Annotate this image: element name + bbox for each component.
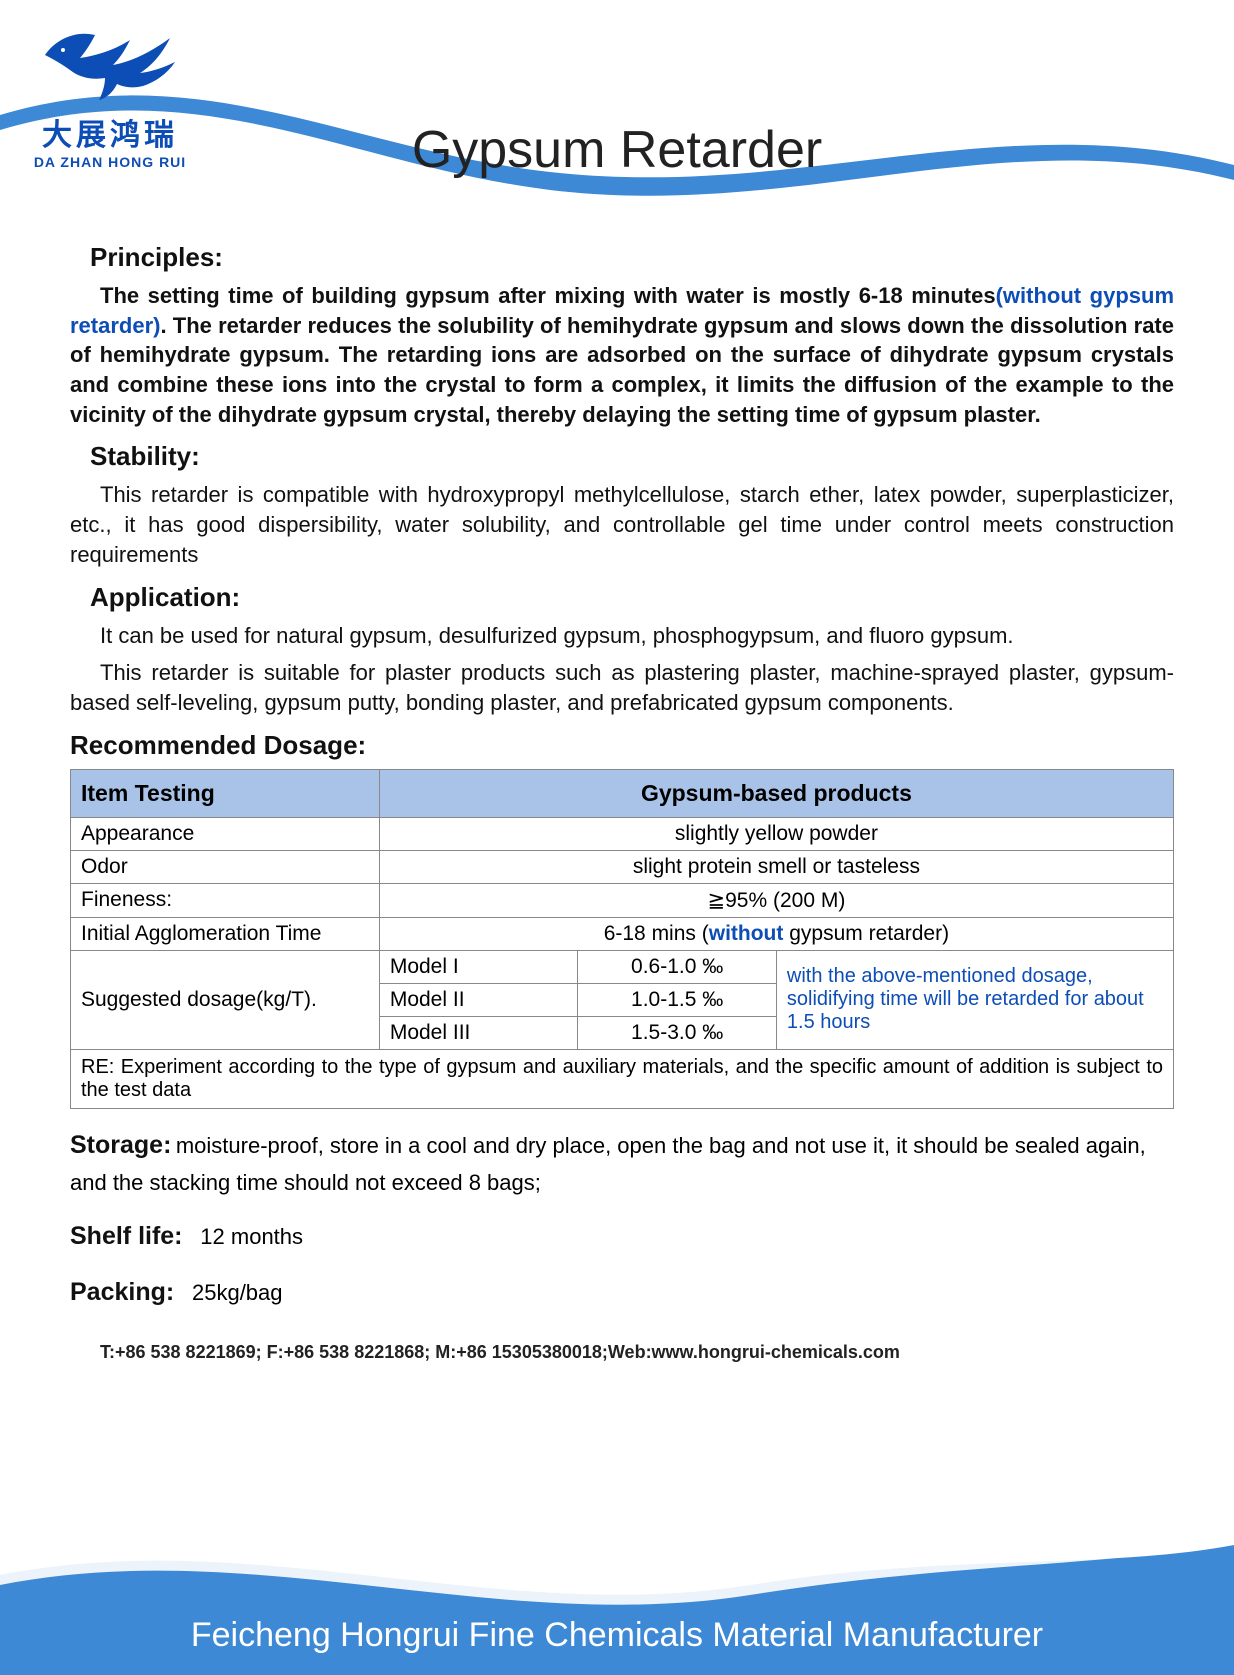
logo-chinese-text: 大展鸿瑞 bbox=[10, 110, 210, 154]
suggested-label: Suggested dosage(kg/T). bbox=[71, 950, 380, 1049]
model-1-name: Model I bbox=[379, 950, 578, 983]
agglo-val-b: without bbox=[709, 922, 784, 945]
table-footnote: RE: Experiment according to the type of … bbox=[71, 1049, 1174, 1108]
agglo-value: 6-18 mins (without gypsum retarder) bbox=[379, 917, 1173, 950]
dosage-heading: Recommended Dosage: bbox=[70, 730, 1174, 761]
appearance-value: slightly yellow powder bbox=[379, 817, 1173, 850]
packing-row: Packing: 25kg/bag bbox=[70, 1272, 1174, 1312]
application-paragraph-2: This retarder is suitable for plaster pr… bbox=[70, 658, 1174, 717]
fineness-label: Fineness: bbox=[71, 883, 380, 917]
table-row: Appearance slightly yellow powder bbox=[71, 817, 1174, 850]
table-header-row: Item Testing Gypsum-based products bbox=[71, 769, 1174, 817]
model-3-value: 1.5-3.0 ‰ bbox=[578, 1016, 777, 1049]
principles-text-2: . The retarder reduces the solubility of… bbox=[70, 313, 1174, 427]
table-row: Suggested dosage(kg/T). Model I 0.6-1.0 … bbox=[71, 950, 1174, 983]
contact-info: T:+86 538 8221869; F:+86 538 8221868; M:… bbox=[70, 1342, 1174, 1363]
shelf-life-label: Shelf life: bbox=[70, 1222, 183, 1250]
stability-heading: Stability: bbox=[90, 441, 1174, 472]
appearance-label: Appearance bbox=[71, 817, 380, 850]
model-2-name: Model II bbox=[379, 983, 578, 1016]
application-paragraph-1: It can be used for natural gypsum, desul… bbox=[70, 621, 1174, 651]
fineness-value: ≧95% (200 M) bbox=[379, 883, 1173, 917]
document-content: Principles: The setting time of building… bbox=[70, 230, 1174, 1363]
shelf-life-row: Shelf life: 12 months bbox=[70, 1216, 1174, 1256]
storage-row: Storage: moisture-proof, store in a cool… bbox=[70, 1125, 1174, 1200]
table-row: Initial Agglomeration Time 6-18 mins (wi… bbox=[71, 917, 1174, 950]
footer-company-name: Feicheng Hongrui Fine Chemicals Material… bbox=[0, 1616, 1234, 1655]
storage-value: moisture-proof, store in a cool and dry … bbox=[70, 1133, 1146, 1195]
odor-value: slight protein smell or tasteless bbox=[379, 850, 1173, 883]
table-row: Odor slight protein smell or tasteless bbox=[71, 850, 1174, 883]
principles-heading: Principles: bbox=[90, 242, 1174, 273]
storage-label: Storage: bbox=[70, 1131, 171, 1159]
agglo-val-c: gypsum retarder) bbox=[783, 922, 949, 945]
model-3-name: Model III bbox=[379, 1016, 578, 1049]
agglo-label: Initial Agglomeration Time bbox=[71, 917, 380, 950]
principles-paragraph: The setting time of building gypsum afte… bbox=[70, 281, 1174, 429]
table-footnote-row: RE: Experiment according to the type of … bbox=[71, 1049, 1174, 1108]
stability-paragraph: This retarder is compatible with hydroxy… bbox=[70, 480, 1174, 569]
col-gypsum-products: Gypsum-based products bbox=[379, 769, 1173, 817]
agglo-val-a: 6-18 mins ( bbox=[604, 922, 709, 945]
packing-value: 25kg/bag bbox=[192, 1280, 283, 1305]
dosage-table: Item Testing Gypsum-based products Appea… bbox=[70, 769, 1174, 1109]
packing-label: Packing: bbox=[70, 1278, 174, 1306]
principles-text-1: The setting time of building gypsum afte… bbox=[100, 283, 996, 308]
odor-label: Odor bbox=[71, 850, 380, 883]
company-logo: 大展鸿瑞 DA ZHAN HONG RUI bbox=[10, 10, 210, 170]
eagle-icon bbox=[35, 10, 185, 110]
dosage-note: with the above-mentioned dosage, solidif… bbox=[776, 950, 1173, 1049]
shelf-life-value: 12 months bbox=[200, 1224, 303, 1249]
model-2-value: 1.0-1.5 ‰ bbox=[578, 983, 777, 1016]
table-row: Fineness: ≧95% (200 M) bbox=[71, 883, 1174, 917]
model-1-value: 0.6-1.0 ‰ bbox=[578, 950, 777, 983]
application-heading: Application: bbox=[90, 582, 1174, 613]
col-item-testing: Item Testing bbox=[71, 769, 380, 817]
logo-english-text: DA ZHAN HONG RUI bbox=[10, 154, 210, 170]
